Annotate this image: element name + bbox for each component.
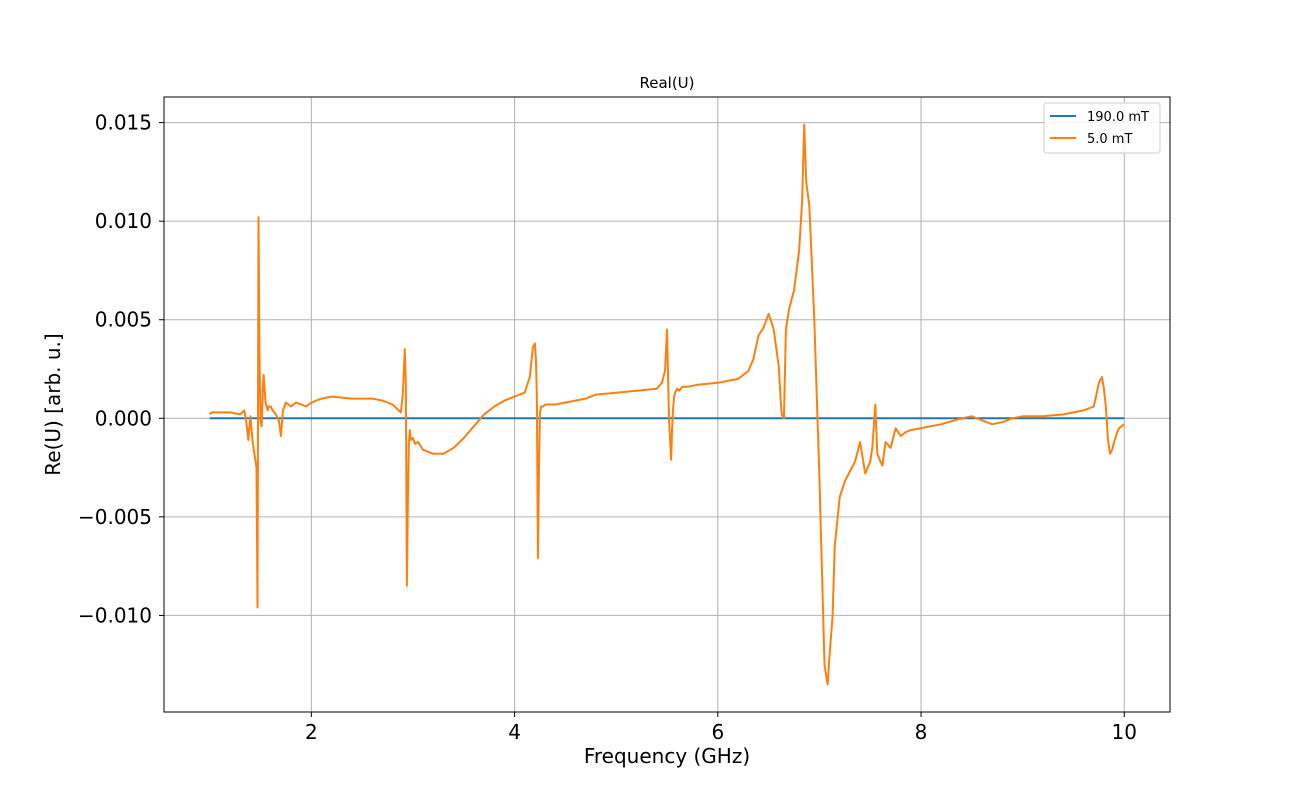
y-tick-label: 0.005	[95, 308, 152, 332]
y-tick-label: 0.015	[95, 111, 152, 135]
x-tick-label: 2	[305, 720, 318, 744]
legend-label-2: 5.0 mT	[1087, 132, 1132, 147]
series-layer	[209, 123, 1125, 686]
y-axis-label: Re(U) [arb. u.]	[41, 333, 65, 475]
grid	[164, 97, 1170, 712]
x-tick-label: 6	[711, 720, 724, 744]
x-tick-label: 8	[915, 720, 928, 744]
x-tick-label: 10	[1112, 720, 1137, 744]
plot-frame	[163, 96, 1171, 713]
ticks: 2 4 6 8 10 −0.010 −0.005 0.000 0.005 0.010 0.015	[78, 111, 1137, 744]
series-line-2	[209, 123, 1125, 686]
x-axis-label: Frequency (GHz)	[584, 744, 750, 768]
y-tick-label: 0.010	[95, 209, 152, 233]
y-tick-label: −0.010	[78, 603, 152, 627]
legend-label-1: 190.0 mT	[1087, 110, 1149, 125]
x-tick-label: 4	[508, 720, 521, 744]
legend: 190.0 mT 5.0 mT	[1043, 102, 1161, 154]
y-tick-label: 0.000	[95, 406, 152, 430]
y-tick-label: −0.005	[78, 505, 152, 529]
chart-title: Real(U)	[639, 74, 694, 92]
